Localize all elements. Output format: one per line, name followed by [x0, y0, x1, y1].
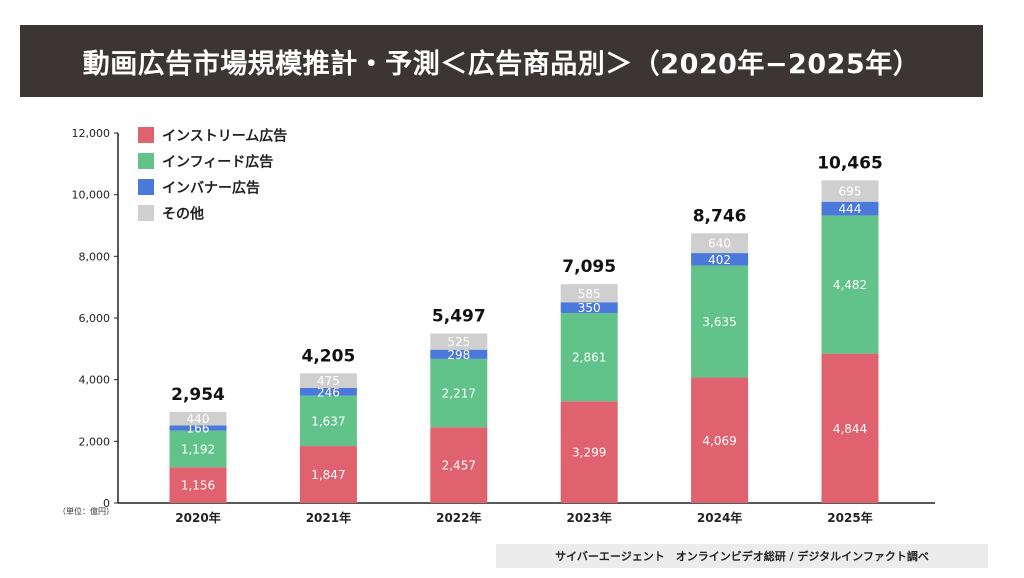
- data-label: 475: [317, 374, 340, 388]
- chart-title: 動画広告市場規模推計・予測＜広告商品別＞（2020年−2025年）: [82, 48, 921, 80]
- data-label: 4,069: [702, 434, 736, 448]
- unit-label: （単位：億円）: [58, 506, 114, 516]
- bar-segment: [821, 180, 879, 202]
- x-tick-label: 2021年: [306, 510, 351, 525]
- bar-segment: [821, 353, 879, 503]
- total-label: 7,095: [562, 257, 616, 277]
- data-label: 246: [317, 385, 340, 399]
- bar-segment: [691, 265, 749, 378]
- data-label: 525: [447, 335, 470, 349]
- y-tick-label: 6,000: [79, 312, 111, 325]
- data-label: 1,847: [311, 468, 345, 482]
- data-label: 350: [578, 301, 601, 315]
- x-tick-label: 2025年: [827, 510, 872, 525]
- bar-segment: [169, 467, 227, 503]
- data-label: 444: [839, 202, 862, 216]
- bar-segment: [560, 284, 618, 303]
- bar-segment: [169, 430, 227, 468]
- y-tick-label: 0: [103, 497, 110, 510]
- bar-segment: [560, 313, 618, 402]
- bar-segment: [691, 253, 749, 266]
- y-tick-label: 4,000: [79, 374, 111, 387]
- bar-segment: [691, 377, 749, 503]
- legend-label: インバナー広告: [162, 180, 260, 197]
- bar-segment: [299, 387, 357, 396]
- source-note: サイバーエージェント オンラインビデオ総研 / デジタルインファクト調べ: [496, 544, 988, 568]
- bar-segment: [169, 411, 227, 426]
- bar-segment: [430, 349, 488, 359]
- bar-segment: [299, 446, 357, 503]
- x-tick-label: 2024年: [697, 510, 742, 525]
- y-tick-label: 2,000: [79, 435, 111, 448]
- x-tick-label: 2020年: [175, 510, 220, 525]
- legend-swatch: [138, 205, 154, 221]
- legend-label: インフィード広告: [162, 154, 273, 171]
- total-label: 2,954: [171, 385, 225, 405]
- total-label: 8,746: [693, 206, 747, 226]
- data-label: 2,457: [442, 459, 476, 473]
- y-tick-label: 10,000: [72, 189, 111, 202]
- data-label: 1,156: [181, 479, 215, 493]
- data-label: 4,482: [833, 278, 867, 292]
- bar-segment: [560, 401, 618, 503]
- bar-segment: [430, 427, 488, 503]
- legend-label: インストリーム広告: [162, 128, 287, 145]
- legend-label: その他: [162, 206, 204, 223]
- legend-swatch: [138, 127, 154, 143]
- total-label: 5,497: [432, 307, 486, 327]
- data-label: 695: [839, 185, 862, 199]
- data-label: 585: [578, 287, 601, 301]
- bar-segment: [691, 233, 749, 254]
- bar-segment: [560, 302, 618, 314]
- x-tick-label: 2022年: [436, 510, 481, 525]
- chart-title-banner: 動画広告市場規模推計・予測＜広告商品別＞（2020年−2025年）: [20, 25, 983, 97]
- total-label: 10,465: [817, 153, 883, 173]
- source-text: サイバーエージェント オンラインビデオ総研 / デジタルインファクト調べ: [555, 550, 929, 563]
- y-tick-label: 12,000: [72, 127, 111, 140]
- data-label: 402: [708, 253, 731, 267]
- total-label: 4,205: [302, 346, 356, 366]
- bar-segment: [299, 373, 357, 388]
- data-label: 3,635: [702, 315, 736, 329]
- data-label: 2,861: [572, 351, 606, 365]
- x-tick-label: 2023年: [566, 510, 611, 525]
- bar-segment: [821, 215, 879, 354]
- bar-segment: [821, 201, 879, 216]
- data-label: 3,299: [572, 446, 606, 460]
- data-label: 1,637: [311, 414, 345, 428]
- bar-segment: [430, 358, 488, 428]
- bar-segment: [169, 425, 227, 431]
- legend-swatch: [138, 179, 154, 195]
- bar-segment: [430, 333, 488, 350]
- data-label: 2,217: [442, 387, 476, 401]
- data-label: 4,844: [833, 422, 867, 436]
- data-label: 440: [187, 412, 210, 426]
- data-label: 1,192: [181, 442, 215, 456]
- bar-segment: [299, 395, 357, 447]
- data-label: 640: [708, 237, 731, 251]
- legend-swatch: [138, 153, 154, 169]
- data-label: 298: [447, 348, 470, 362]
- y-tick-label: 8,000: [79, 250, 111, 263]
